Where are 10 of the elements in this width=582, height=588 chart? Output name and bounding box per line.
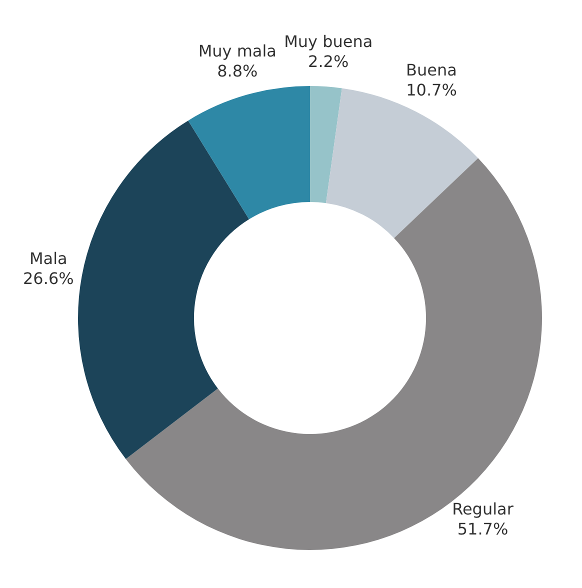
data-label: 51.7% [457,519,508,538]
data-label: 8.8% [217,61,258,80]
slice-label: Muy mala [198,41,276,60]
slice-label: Mala [29,248,68,268]
data-label: 2.2% [308,52,349,71]
slice-label: Buena [406,60,457,80]
slice-label: Regular [452,499,514,518]
data-label: 10.7% [406,80,457,100]
slice-label: Muy buena [284,32,373,51]
data-label: 26.6% [22,268,74,288]
